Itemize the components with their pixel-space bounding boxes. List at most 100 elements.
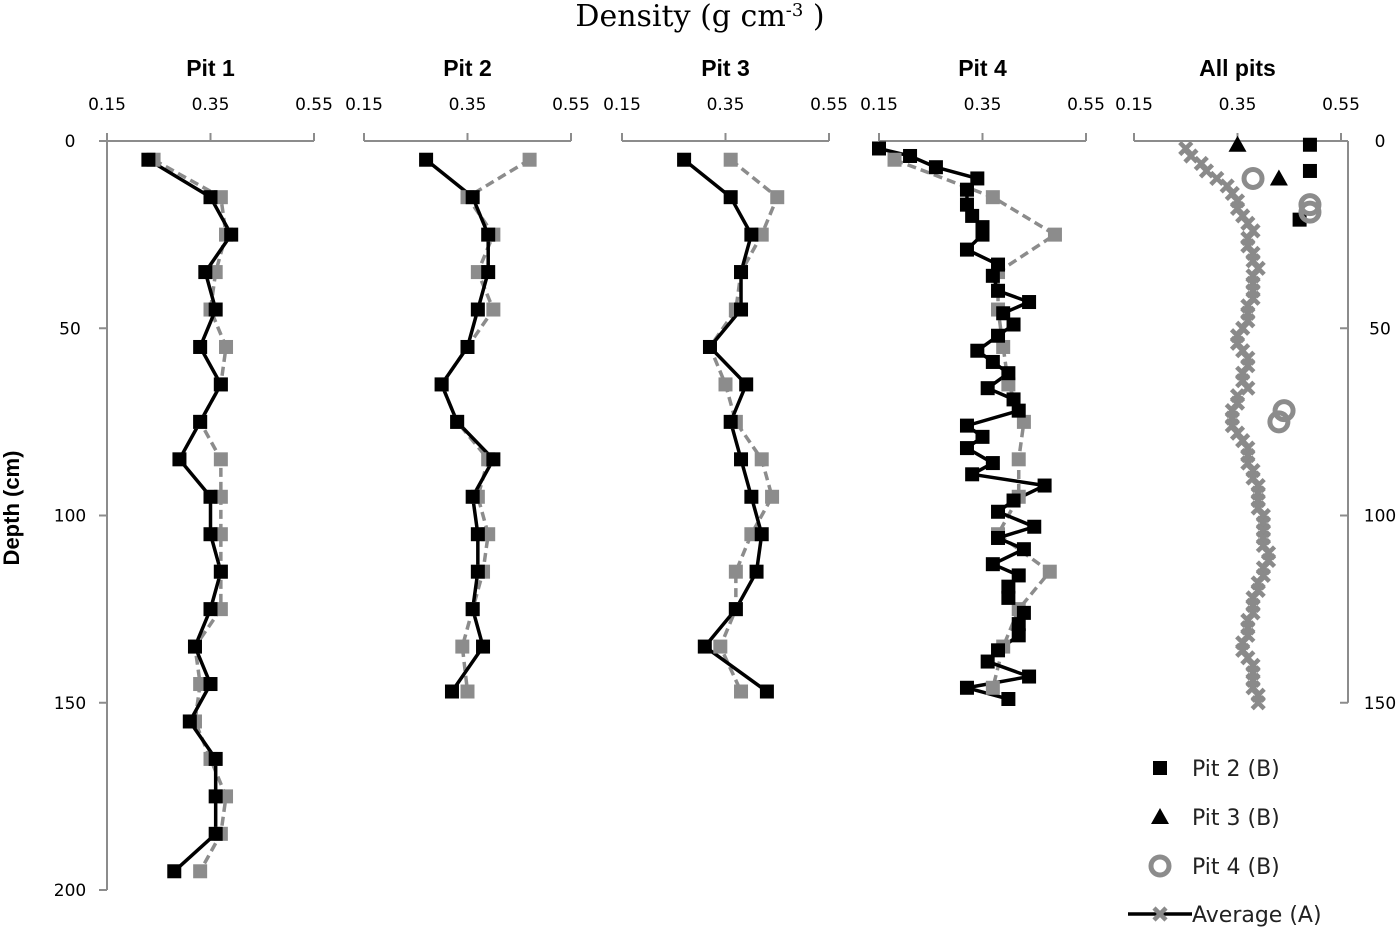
data-point (1011, 568, 1026, 583)
panel-title: Pit 3 (701, 55, 750, 81)
data-point (193, 864, 208, 879)
x-marker-stroke (1229, 335, 1246, 351)
data-point (1016, 414, 1031, 429)
x-marker-stroke (1193, 155, 1209, 172)
data-point (723, 152, 738, 167)
data-point (450, 414, 465, 429)
x-marker-stroke (1219, 178, 1235, 194)
y-axis-label: Depth (cm) (0, 451, 24, 566)
x-tick-label: 0.55 (295, 95, 333, 115)
data-point (455, 639, 470, 654)
data-point (208, 302, 223, 317)
panel-title: Pit 2 (443, 55, 492, 81)
x-marker-stroke (1250, 500, 1266, 516)
x-tick-label: 0.15 (345, 95, 383, 115)
legend-marker (1148, 854, 1172, 878)
data-point (985, 557, 1000, 572)
data-point (1042, 564, 1057, 579)
legend-label: Pit 2 (B) (1192, 757, 1280, 782)
x-tick-label: 0.55 (1322, 95, 1360, 115)
data-point (460, 684, 475, 699)
data-point (739, 377, 754, 392)
data-point (460, 339, 475, 354)
data-point (718, 377, 733, 392)
data-point (677, 152, 692, 167)
data-point (980, 654, 995, 669)
legend-marker (1151, 808, 1169, 824)
x-marker-stroke (1178, 140, 1194, 157)
data-point (1016, 542, 1031, 557)
x-tick-label: 0.35 (1219, 95, 1257, 115)
data-point (697, 639, 712, 654)
x-marker-stroke (1235, 343, 1251, 359)
data-point (723, 414, 738, 429)
data-point (1298, 193, 1322, 217)
data-point (991, 283, 1006, 298)
x-marker-stroke (1240, 455, 1256, 471)
data-point (985, 190, 1000, 205)
x-marker-stroke (1209, 170, 1225, 187)
data-point (991, 328, 1006, 343)
data-point (959, 182, 974, 197)
data-point (203, 489, 218, 504)
data-point (734, 265, 749, 280)
series-line (708, 158, 779, 693)
x-tick-label: 0.55 (552, 95, 590, 115)
data-point (208, 789, 223, 804)
x-marker-stroke (1245, 680, 1261, 696)
data-point (996, 339, 1011, 354)
x-tick-label: 0.15 (860, 95, 898, 115)
data-point (970, 171, 985, 186)
data-point (765, 489, 780, 504)
x-tick-label: 0.55 (810, 95, 848, 115)
data-point (1250, 695, 1266, 711)
x-tick-label: 0.55 (1067, 95, 1105, 115)
data-point (728, 564, 743, 579)
data-point (887, 152, 902, 167)
data-point (193, 414, 208, 429)
data-point (959, 242, 974, 257)
data-point (1298, 200, 1322, 224)
data-point (470, 527, 485, 542)
panel-title: Pit 4 (958, 55, 1007, 81)
data-point (481, 227, 496, 242)
y-tick-label-right: 0 (1375, 132, 1386, 152)
data-point (1037, 478, 1052, 493)
data-point (1006, 493, 1021, 508)
data-point (444, 684, 459, 699)
x-marker-stroke (1235, 373, 1251, 389)
x-marker-stroke (1152, 906, 1168, 922)
panel-title: Pit 1 (186, 55, 235, 81)
data-point (465, 489, 480, 504)
data-point (167, 864, 182, 879)
data-point (903, 148, 918, 163)
data-point (1228, 135, 1247, 152)
data-point (198, 265, 213, 280)
x-tick-label: 0.35 (192, 95, 230, 115)
data-point (965, 208, 980, 223)
data-point (985, 680, 1000, 695)
data-point (203, 527, 218, 542)
legend-marker (1152, 906, 1168, 922)
data-point (985, 456, 1000, 471)
x-tick-label: 0.15 (88, 95, 126, 115)
data-point (928, 160, 943, 175)
data-point (208, 751, 223, 766)
data-point (959, 197, 974, 212)
data-point (1241, 166, 1265, 190)
panel-1: Pit 1 0.15 0.35 0.55 (88, 55, 333, 873)
data-point (1006, 317, 1021, 332)
data-point (1011, 617, 1026, 632)
x-marker-stroke (1229, 200, 1246, 217)
data-point (465, 190, 480, 205)
data-point (975, 429, 990, 444)
data-point (965, 467, 980, 482)
legend-label: Pit 3 (B) (1192, 806, 1280, 831)
x-marker-stroke (1255, 537, 1271, 554)
x-marker-stroke (1240, 650, 1256, 666)
data-point (1302, 137, 1317, 152)
data-point (996, 306, 1011, 321)
data-point (193, 339, 208, 354)
data-point (754, 452, 769, 467)
